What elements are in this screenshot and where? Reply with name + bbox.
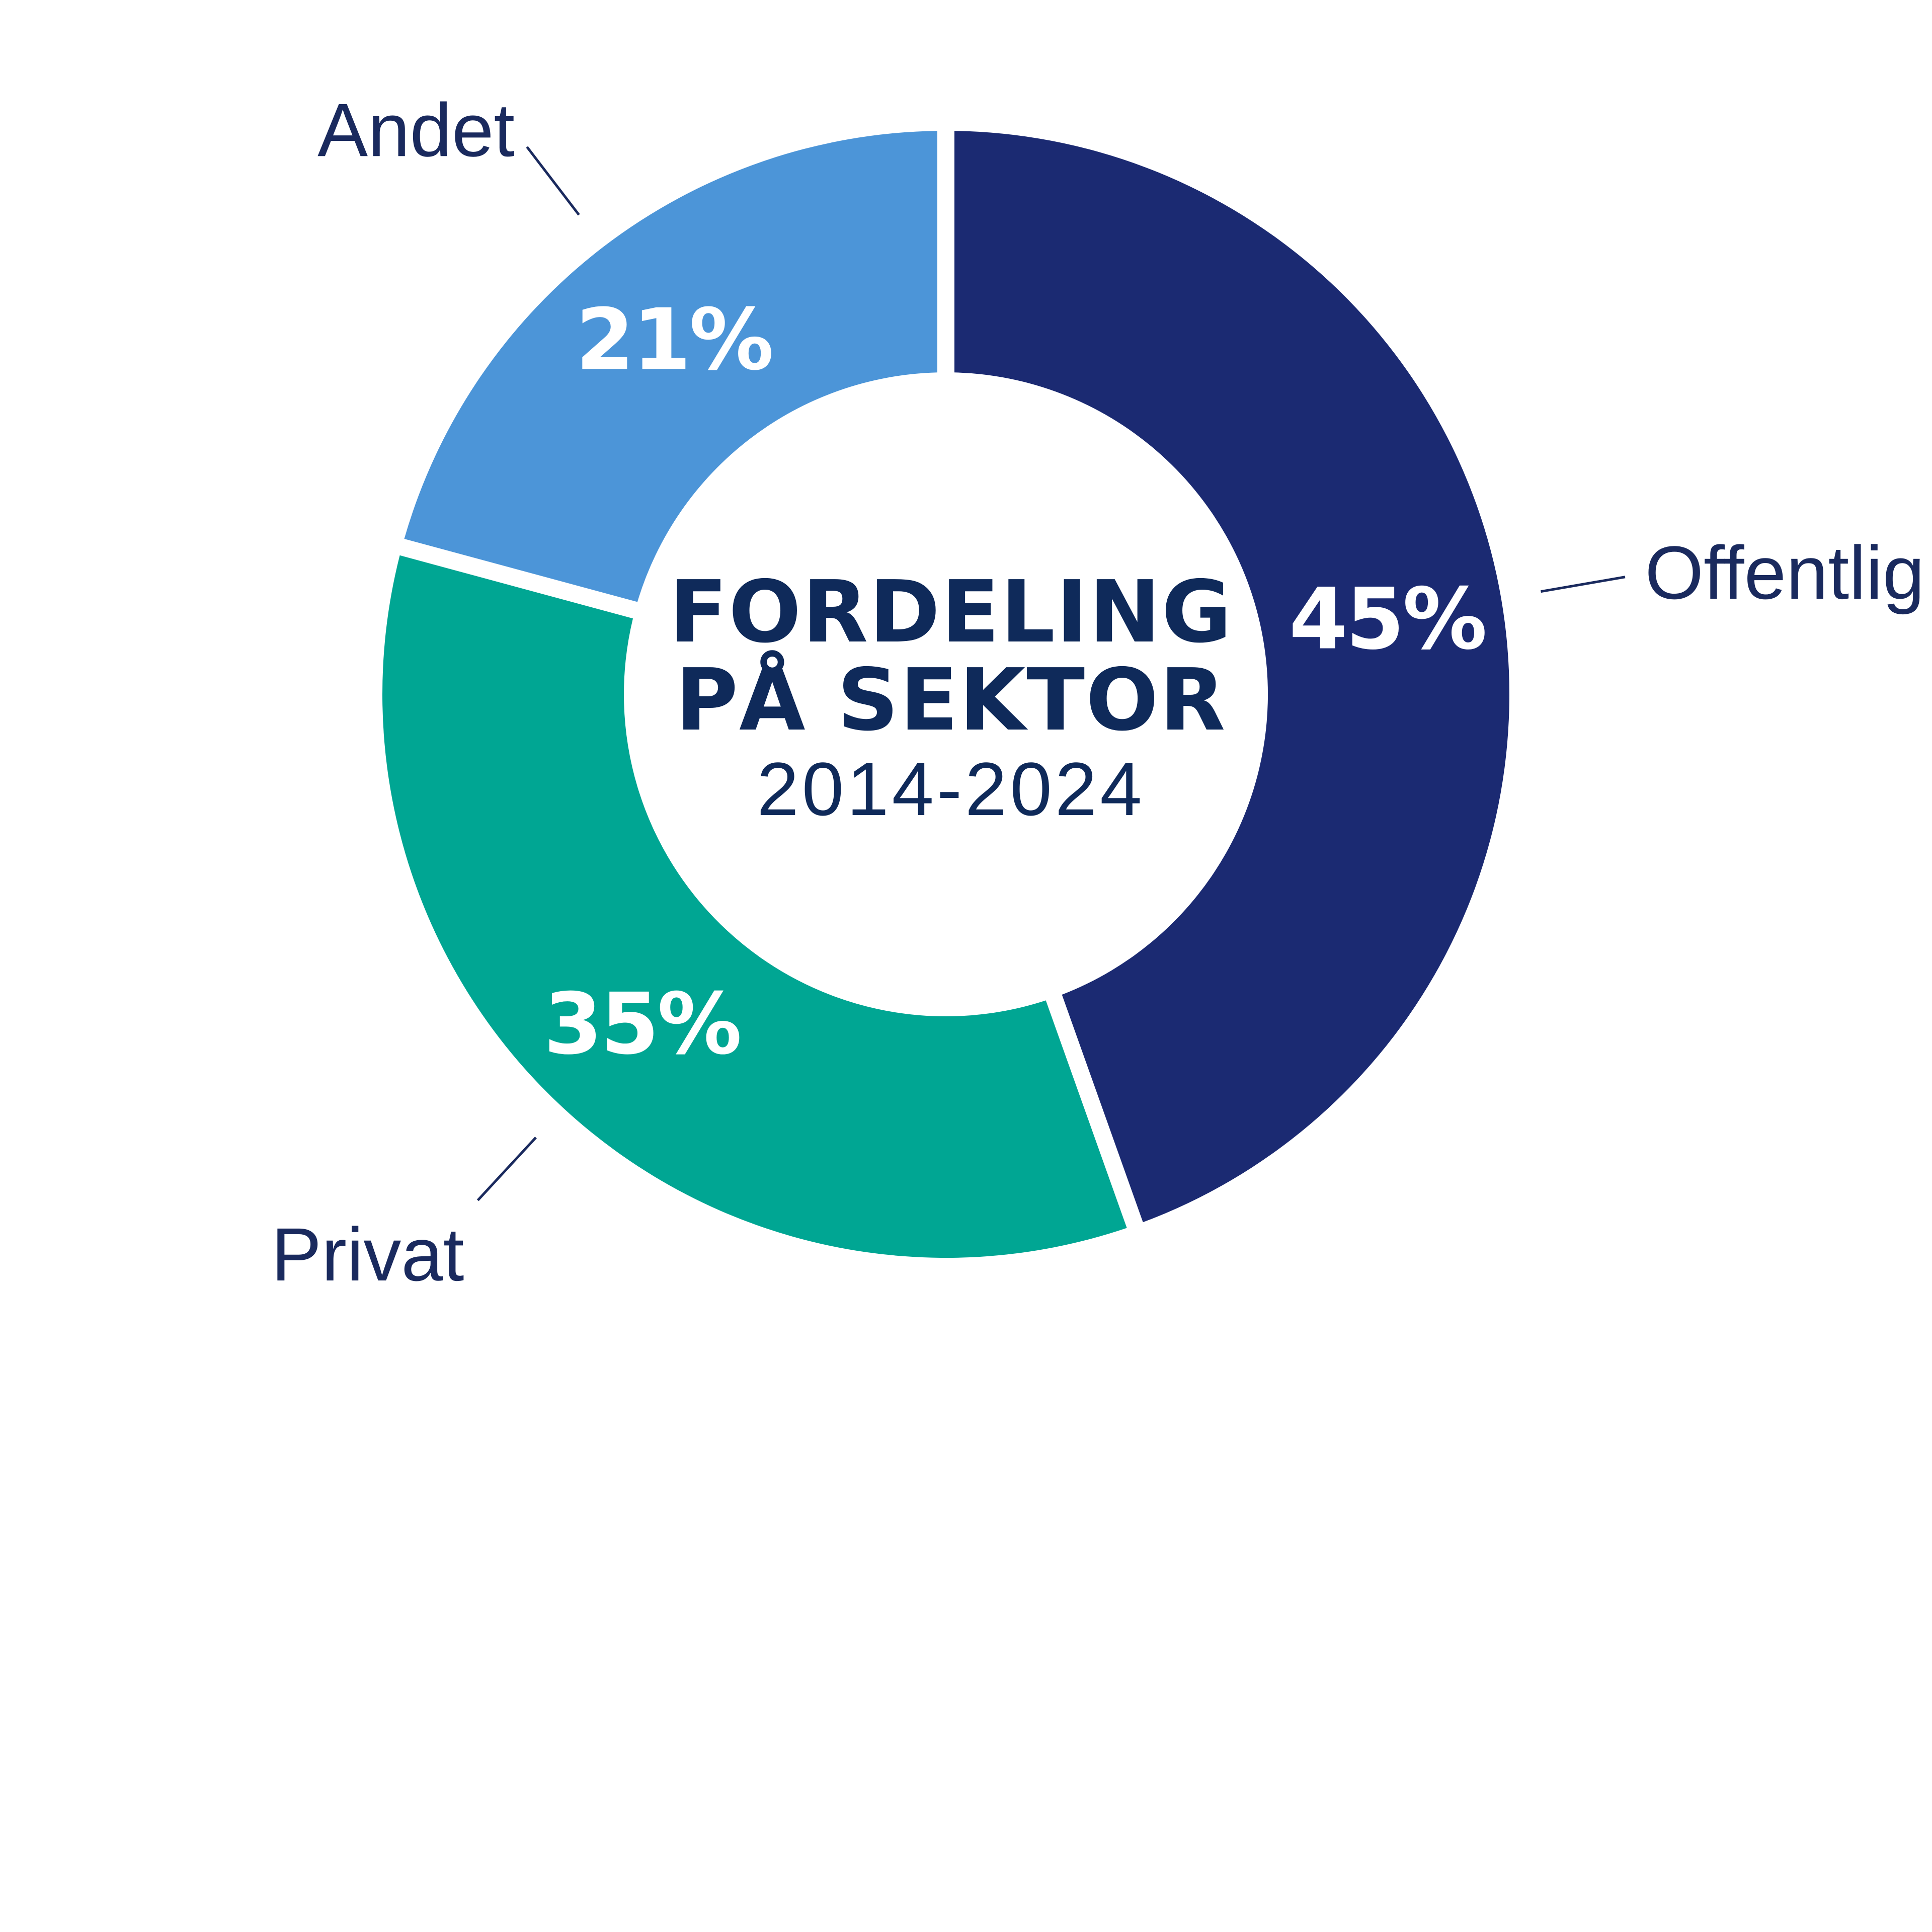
category-label-offentlig: Offentlig <box>1645 530 1924 615</box>
leader-lines-group <box>476 146 1626 1201</box>
value-label-andet: 21% <box>576 290 772 389</box>
chart-subtitle: 2014-2024 <box>757 747 1145 831</box>
slice-offentlig <box>954 131 1509 1223</box>
chart-title-line-2: PÅ SEKTOR <box>675 650 1226 750</box>
value-label-privat: 35% <box>544 975 740 1073</box>
category-label-andet: Andet <box>317 88 515 172</box>
category-labels-group: Offentlig Privat Andet <box>271 88 1924 1297</box>
leader-line-privat <box>476 1137 537 1201</box>
slice-privat <box>382 555 1127 1258</box>
chart-title-line-1: FORDELING <box>669 562 1233 662</box>
category-label-privat: Privat <box>271 1212 464 1297</box>
slice-andet <box>404 131 938 602</box>
leader-line-andet <box>526 146 580 216</box>
value-labels-group: 45% 35% 21% <box>544 290 1488 1073</box>
value-label-offentlig: 45% <box>1289 570 1485 668</box>
leader-line-offentlig <box>1541 576 1626 593</box>
slices-group <box>382 131 1509 1258</box>
